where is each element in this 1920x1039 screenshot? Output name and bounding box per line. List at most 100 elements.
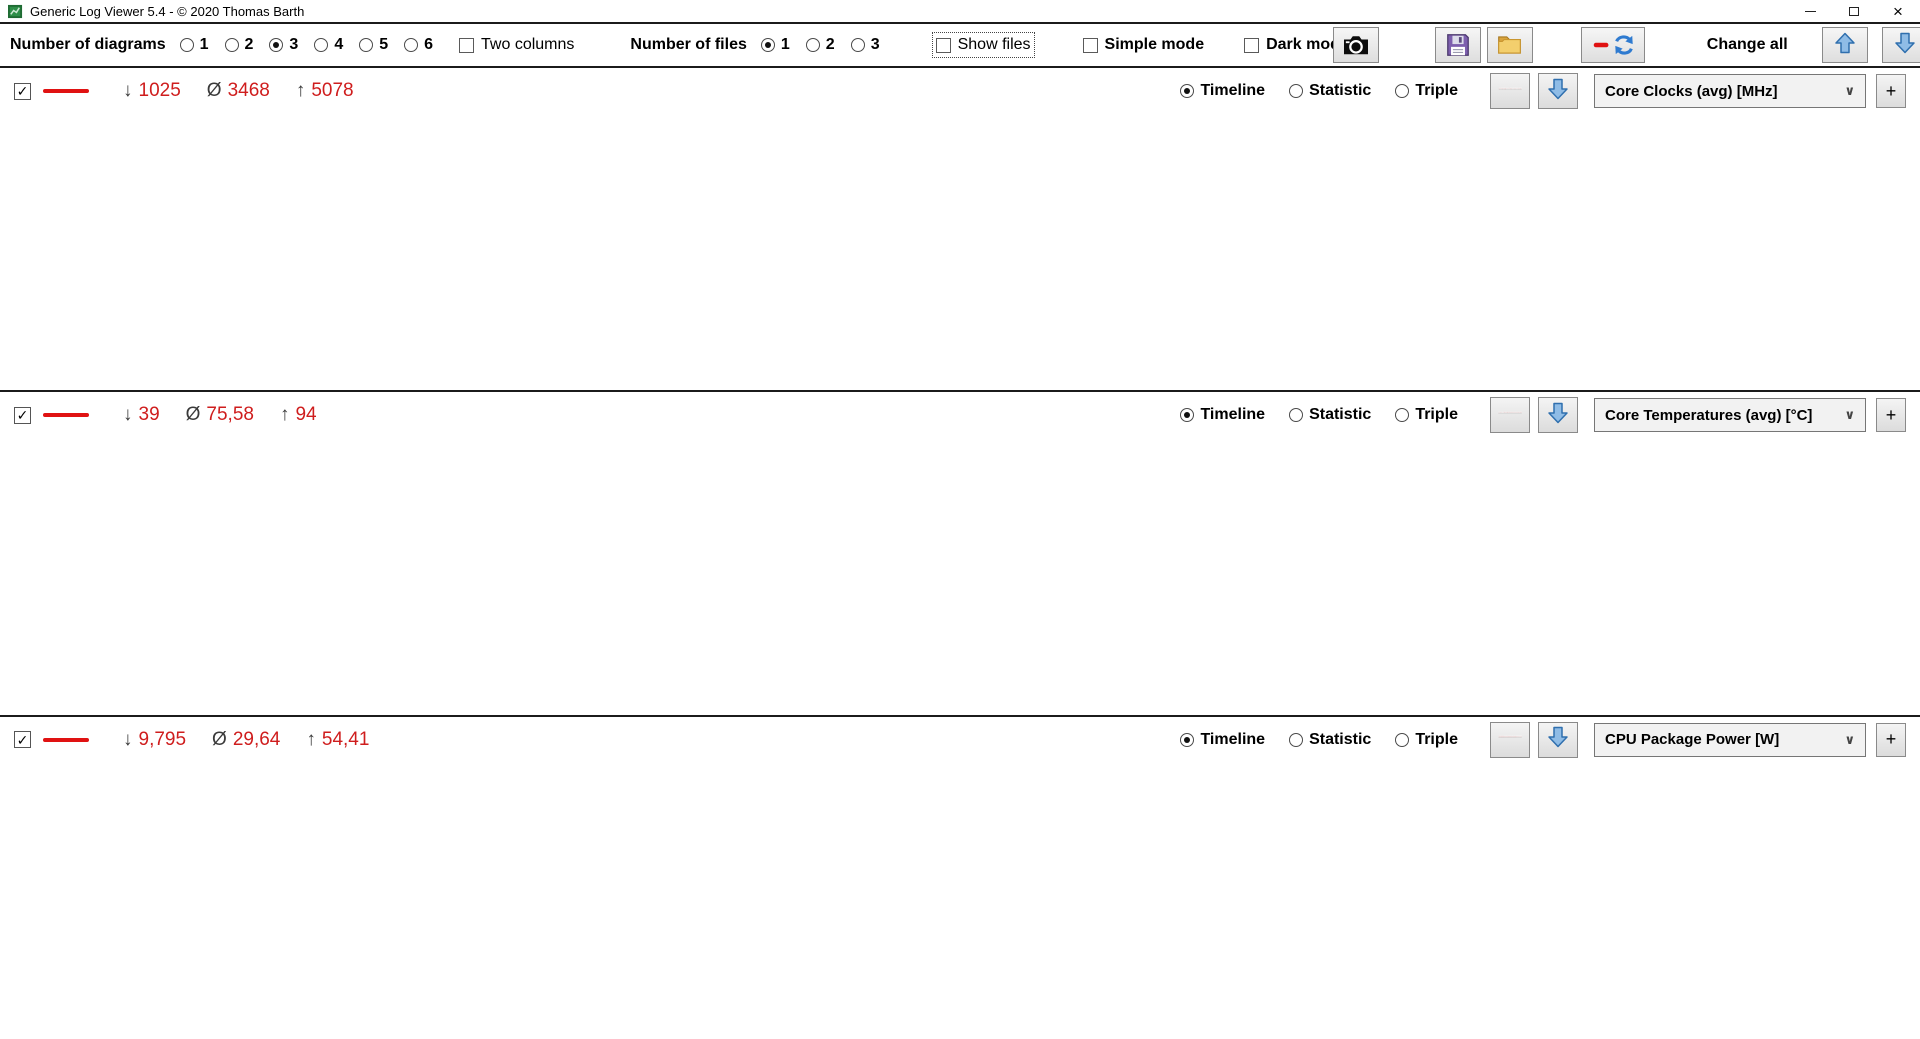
panel-header: ✓ ↓ 9,795 Ø 29,64 ↑ 54,41 Timeline Statis… xyxy=(0,717,1920,763)
radio-files-2[interactable]: 2 xyxy=(805,36,835,54)
two-columns-label: Two columns xyxy=(481,36,575,53)
move-metric-down-button[interactable] xyxy=(1538,721,1578,758)
radio-diagrams-1[interactable]: 1 xyxy=(179,36,209,54)
metric-select-value: CPU Package Power [W] xyxy=(1605,731,1780,749)
radio-mode-statistic[interactable]: Statistic xyxy=(1289,731,1371,749)
radio-label: 2 xyxy=(244,36,254,53)
chart-panel: ✓ ↓ 1025 Ø 3468 ↑ 5078 Timeline Statistic… xyxy=(0,66,1920,391)
arrow-down-icon xyxy=(1546,401,1570,430)
arrow-down-icon xyxy=(1546,77,1570,106)
series-stats: ↓ 39 Ø 75,58 ↑ 94 xyxy=(123,404,343,426)
radio-label: Triple xyxy=(1415,82,1458,99)
stat-min-value: 9,795 xyxy=(138,728,187,750)
radio-label: Statistic xyxy=(1309,730,1372,748)
metric-select[interactable]: Core Temperatures (avg) [°C] ∨ xyxy=(1594,398,1866,433)
dark-mode-label: Dark mode xyxy=(1266,36,1349,53)
two-columns-checkbox[interactable]: Two columns xyxy=(459,36,574,54)
move-metric-up-button[interactable]: 102030405000:0000:0100:0200:0300:0400:05… xyxy=(1490,721,1530,758)
view-mode-radio-group: Timeline Statistic Triple xyxy=(1180,82,1482,100)
show-files-checkbox[interactable]: Show files xyxy=(931,32,1035,58)
camera-icon xyxy=(1343,36,1368,55)
radio-diagrams-5[interactable]: 5 xyxy=(359,36,388,54)
radio-label: Timeline xyxy=(1200,406,1266,424)
radio-diagrams-2[interactable]: 2 xyxy=(224,36,254,54)
stat-avg-value: 3468 xyxy=(227,80,270,101)
open-folder-button[interactable] xyxy=(1486,27,1533,63)
radio-mode-statistic[interactable]: Statistic xyxy=(1289,82,1371,100)
chart-canvas[interactable] xyxy=(0,438,1920,714)
radio-label: Timeline xyxy=(1200,82,1266,99)
panel-header: ✓ ↓ 1025 Ø 3468 ↑ 5078 Timeline Statistic… xyxy=(0,68,1920,114)
floppy-disk-icon xyxy=(1446,34,1469,56)
screenshot-button[interactable] xyxy=(1332,27,1379,63)
arrow-up-icon: 102030405000:0000:0100:0200:0300:0400:05… xyxy=(1498,725,1522,754)
number-of-diagrams-label: Number of diagrams xyxy=(10,36,166,53)
simple-mode-checkbox[interactable]: Simple mode xyxy=(1082,36,1204,54)
chart-panel: ✓ ↓ 39 Ø 75,58 ↑ 94 Timeline Statistic Tri… xyxy=(0,390,1920,715)
radio-mode-timeline[interactable]: Timeline xyxy=(1180,406,1265,424)
move-metric-up-button[interactable]: 40506070809000:0000:0100:0200:0300:0400:… xyxy=(1490,397,1530,434)
restore-button[interactable] xyxy=(1832,0,1876,22)
close-button[interactable]: × xyxy=(1876,0,1920,22)
radio-files-3[interactable]: 3 xyxy=(850,36,880,54)
chevron-down-icon: ∨ xyxy=(1844,407,1855,423)
max-arrow-icon: ↑ xyxy=(295,80,306,101)
folder-icon xyxy=(1498,36,1522,54)
radio-mode-timeline[interactable]: Timeline xyxy=(1180,82,1265,100)
arrow-up-icon xyxy=(1833,31,1857,60)
chart-panel: ✓ ↓ 9,795 Ø 29,64 ↑ 54,41 Timeline Statis… xyxy=(0,714,1920,1039)
radio-label: 3 xyxy=(289,36,299,53)
app-icon xyxy=(8,4,23,19)
radio-mode-statistic[interactable]: Statistic xyxy=(1289,406,1371,424)
radio-diagrams-4[interactable]: 4 xyxy=(314,36,343,54)
metric-select[interactable]: CPU Package Power [W] ∨ xyxy=(1594,722,1866,757)
min-arrow-icon: ↓ xyxy=(123,404,133,426)
add-metric-button[interactable]: + xyxy=(1876,722,1906,757)
radio-files-1[interactable]: 1 xyxy=(760,36,790,54)
chart-canvas[interactable] xyxy=(0,114,1920,390)
series-visible-checkbox[interactable]: ✓ xyxy=(14,406,31,424)
radio-diagrams-6[interactable]: 6 xyxy=(404,36,433,54)
chart-canvas[interactable] xyxy=(0,763,1920,1039)
move-metric-down-button[interactable] xyxy=(1538,397,1578,434)
radio-mode-timeline[interactable]: Timeline xyxy=(1180,731,1265,749)
radio-circle xyxy=(1289,84,1304,98)
reload-series-button[interactable] xyxy=(1580,27,1645,63)
radio-mode-triple[interactable]: Triple xyxy=(1395,406,1458,424)
save-button[interactable] xyxy=(1434,27,1481,63)
series-visible-checkbox[interactable]: ✓ xyxy=(14,82,31,100)
add-metric-button[interactable]: + xyxy=(1876,74,1906,108)
series-visible-checkbox[interactable]: ✓ xyxy=(14,731,31,749)
move-metric-down-button[interactable] xyxy=(1538,73,1578,109)
toolbar: Number of diagrams 1 2 3 4 5 6 Two columns Nu… xyxy=(0,24,1920,66)
radio-mode-triple[interactable]: Triple xyxy=(1395,82,1458,100)
radio-circle xyxy=(1395,732,1410,747)
radio-label: 1 xyxy=(199,36,209,53)
radio-diagrams-3[interactable]: 3 xyxy=(269,36,298,54)
average-icon: Ø xyxy=(185,404,201,426)
radio-mode-triple[interactable]: Triple xyxy=(1395,731,1458,749)
min-arrow-icon: ↓ xyxy=(123,728,133,750)
radio-label: 5 xyxy=(379,36,389,53)
refresh-line-icon xyxy=(1593,35,1633,55)
close-icon: × xyxy=(1893,1,1903,21)
stat-min-value: 39 xyxy=(138,404,160,426)
number-of-files-radio-group: 1 2 3 xyxy=(760,36,896,54)
radio-label: 3 xyxy=(870,36,880,53)
radio-circle xyxy=(1289,732,1304,747)
series-color-swatch xyxy=(43,737,89,742)
radio-label: Triple xyxy=(1415,730,1458,748)
metric-select[interactable]: Core Clocks (avg) [MHz] ∨ xyxy=(1594,74,1866,108)
dark-mode-checkbox[interactable]: Dark mode xyxy=(1244,36,1349,54)
radio-label: Statistic xyxy=(1309,82,1372,99)
radio-label: Timeline xyxy=(1200,730,1266,748)
change-all-up-button[interactable] xyxy=(1821,27,1868,63)
add-metric-button[interactable]: + xyxy=(1876,398,1906,433)
radio-label: 1 xyxy=(780,36,790,53)
move-metric-up-button[interactable]: 1000200030004000500000:0000:0100:0200:03… xyxy=(1490,73,1530,109)
change-all-down-button[interactable] xyxy=(1881,27,1920,63)
arrow-down-icon xyxy=(1546,725,1570,754)
radio-circle xyxy=(1395,84,1410,98)
minimize-button[interactable] xyxy=(1788,0,1832,22)
